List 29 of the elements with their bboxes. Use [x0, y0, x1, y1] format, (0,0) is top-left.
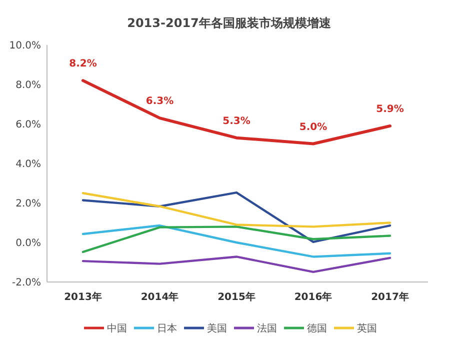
data-label: 5.3% — [222, 116, 250, 127]
line-series — [82, 224, 392, 258]
y-tick-label: -2.0% — [12, 278, 41, 288]
x-tick-label: 2017年 — [371, 291, 409, 303]
legend-label: 美国 — [207, 322, 227, 334]
y-tick-label: 0.0% — [16, 238, 41, 249]
y-tick-label: 10.0% — [9, 40, 41, 52]
line-series — [82, 256, 392, 274]
legend-label: 法国 — [257, 322, 277, 334]
y-tick-label: 8.0% — [16, 80, 41, 91]
data-label: 8.2% — [69, 58, 97, 70]
line-series — [82, 191, 392, 244]
chart-title: 2013-2017年各国服装市场规模增速 — [127, 16, 332, 30]
x-tick-label: 2015年 — [218, 291, 256, 303]
data-label: 6.3% — [146, 96, 174, 108]
data-label: 5.0% — [299, 122, 328, 133]
data-label: 5.9% — [376, 104, 404, 115]
y-tick-label: 2.0% — [16, 198, 41, 210]
y-tick-label: 6.0% — [16, 120, 41, 130]
x-tick-label: 2013年 — [64, 291, 102, 303]
x-tick-label: 2016年 — [294, 291, 332, 303]
y-tick-label: 4.0% — [16, 159, 41, 170]
legend-label: 中国 — [107, 322, 127, 334]
legend-label: 日本 — [157, 322, 177, 334]
legend-label: 德国 — [307, 324, 327, 334]
legend-label: 英国 — [357, 322, 377, 334]
line-series — [82, 226, 392, 254]
line-series — [82, 192, 392, 228]
x-tick-label: 2014年 — [140, 291, 179, 303]
